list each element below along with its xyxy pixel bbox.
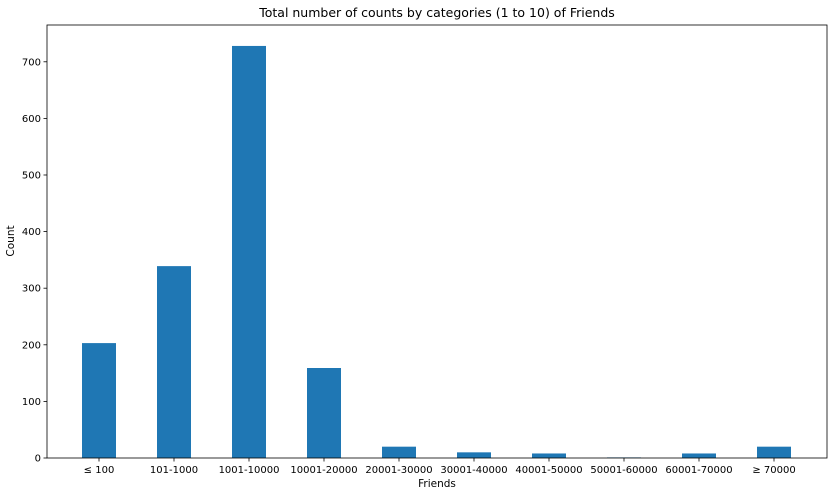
bar [382,446,416,458]
x-tick-label: ≥ 70000 [752,465,795,476]
x-tick-label: 30001-40000 [440,465,507,476]
x-tick-label: 50001-60000 [590,465,657,476]
bar [757,446,791,458]
y-tick-label: 0 [35,454,41,465]
x-ticks-group: ≤ 100 101-1000 1001-10000 10001-20000 20001-… [84,458,796,476]
y-ticks-group: 0 100 200 300 400 500 600 700 [22,57,47,465]
bar [307,368,341,458]
y-tick-label: 500 [22,170,41,181]
y-tick-label: 600 [22,114,41,125]
x-tick-label: 1001-10000 [219,465,280,476]
y-axis-title: Count [5,225,17,256]
chart-title: Total number of counts by categories (1 … [258,5,615,20]
bar [157,266,191,458]
y-tick-label: 300 [22,284,41,295]
bar [232,45,266,459]
y-tick-label: 100 [22,397,41,408]
y-tick-label: 400 [22,227,41,238]
bar [682,453,716,458]
bar [457,452,491,458]
x-tick-label: 40001-50000 [515,465,582,476]
bars-group [82,45,791,459]
x-tick-label: ≤ 100 [84,465,115,476]
x-tick-label: 60001-70000 [665,465,732,476]
y-tick-label: 200 [22,340,41,351]
y-tick-label: 700 [22,57,41,68]
x-tick-label: 20001-30000 [365,465,432,476]
bar [82,343,116,458]
x-tick-label: 101-1000 [150,465,198,476]
x-tick-label: 10001-20000 [290,465,357,476]
bar [532,453,566,458]
plot-frame [46,24,828,459]
x-axis-title: Friends [418,478,456,490]
